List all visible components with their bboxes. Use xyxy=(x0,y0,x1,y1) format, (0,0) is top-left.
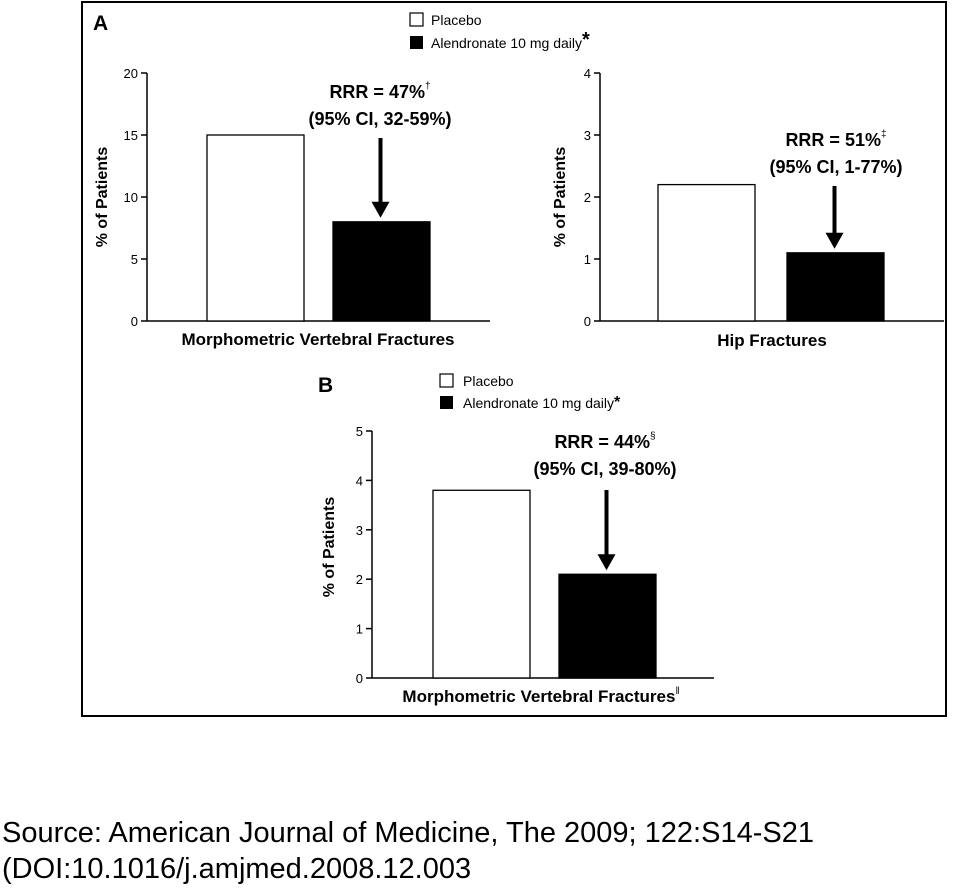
legend-a-asterisk: * xyxy=(582,29,590,51)
y-tick-label: 0 xyxy=(584,314,591,329)
y-tick-label: 5 xyxy=(356,424,363,439)
bar-alendronate xyxy=(558,573,657,679)
x-axis-label: Hip Fractures xyxy=(717,331,827,350)
bar-placebo xyxy=(657,183,756,322)
y-tick-label: 3 xyxy=(584,128,591,143)
y-tick-label: 15 xyxy=(124,128,138,143)
x-axis-label-text: Morphometric Vertebral Fractures xyxy=(402,687,675,706)
bar-alendronate xyxy=(786,252,885,322)
y-tick-label: 1 xyxy=(356,622,363,637)
y-tick-label: 5 xyxy=(131,252,138,267)
x-axis-label-sup: ‖ xyxy=(675,686,679,697)
annotation-rrr-sup: ‡ xyxy=(881,129,887,140)
annotation-arrow-head xyxy=(597,554,616,571)
bar-placebo xyxy=(206,134,305,322)
x-axis-label-text: Morphometric Vertebral Fractures xyxy=(181,330,454,349)
y-axis-label: % of Patients xyxy=(94,147,111,248)
y-tick-label: 10 xyxy=(124,190,138,205)
annotation-rrr: RRR = 44%§ xyxy=(554,431,655,452)
annotation-rrr-sup: † xyxy=(425,81,431,92)
annotation-arrow-head xyxy=(825,232,844,249)
y-tick-label: 1 xyxy=(584,252,591,267)
panel-label-b: B xyxy=(318,374,333,397)
x-axis-label-text: Hip Fractures xyxy=(717,331,827,350)
chart-2: 0 1 2 3 4 % of Patients Hip Fractures RRR = 51%… xyxy=(552,66,944,350)
source-citation: Source: American Journal of Medicine, Th… xyxy=(2,817,814,849)
y-tick-label: 20 xyxy=(124,66,138,81)
annotation-arrow-head xyxy=(371,201,390,218)
legend-b-placebo-swatch xyxy=(439,373,454,388)
y-tick-label: 0 xyxy=(131,314,138,329)
y-axis-label: % of Patients xyxy=(552,147,569,248)
annotation-rrr-text: RRR = 44% xyxy=(554,432,650,452)
y-tick-label: 3 xyxy=(356,523,363,538)
x-axis-label: Morphometric Vertebral Fractures‖ xyxy=(402,686,679,706)
chart-3: 0 1 2 3 4 5 % of Patients Morphometric Vertebra… xyxy=(321,424,714,706)
annotation-ci: (95% CI, 1-77%) xyxy=(769,157,902,177)
x-axis-label: Morphometric Vertebral Fractures xyxy=(181,330,454,349)
bar-placebo xyxy=(432,489,531,679)
y-tick-label: 4 xyxy=(584,66,591,81)
bar-alendronate xyxy=(332,221,431,322)
chart-1: 0 5 10 15 20 % of Patients Morphometric Verteb… xyxy=(94,66,490,349)
legend-b-placebo-label: Placebo xyxy=(463,373,514,389)
legend-b-alendronate-label: Alendronate 10 mg daily* xyxy=(463,394,621,411)
legend-b-alendronate-swatch xyxy=(440,396,453,409)
y-tick-label: 2 xyxy=(356,572,363,587)
legend-a-alendronate-swatch xyxy=(410,36,423,49)
legend-a-alendronate-label: Alendronate 10 mg daily* xyxy=(431,29,590,51)
annotation-rrr: RRR = 51%‡ xyxy=(785,129,886,150)
legend-a-alendronate-text: Alendronate 10 mg daily xyxy=(431,35,582,51)
y-axis-label: % of Patients xyxy=(321,497,338,598)
y-tick-label: 2 xyxy=(584,190,591,205)
legend-a-placebo-label: Placebo xyxy=(431,12,482,28)
annotation-ci: (95% CI, 39-80%) xyxy=(533,459,676,479)
legend-b-asterisk: * xyxy=(614,394,621,411)
legend-b-alendronate-text: Alendronate 10 mg daily xyxy=(463,395,614,411)
annotation-rrr-sup: § xyxy=(650,431,656,442)
y-tick-label: 0 xyxy=(356,671,363,686)
annotation-rrr-text: RRR = 47% xyxy=(329,82,425,102)
panel-label-a: A xyxy=(93,12,108,35)
annotation-rrr: RRR = 47%† xyxy=(329,81,430,102)
source-doi: (DOI:10.1016/j.amjmed.2008.12.003 xyxy=(2,853,472,885)
annotation-ci: (95% CI, 32-59%) xyxy=(308,109,451,129)
y-tick-label: 4 xyxy=(356,473,363,488)
annotation-rrr-text: RRR = 51% xyxy=(785,130,881,150)
legend-a-placebo-swatch xyxy=(409,12,424,27)
